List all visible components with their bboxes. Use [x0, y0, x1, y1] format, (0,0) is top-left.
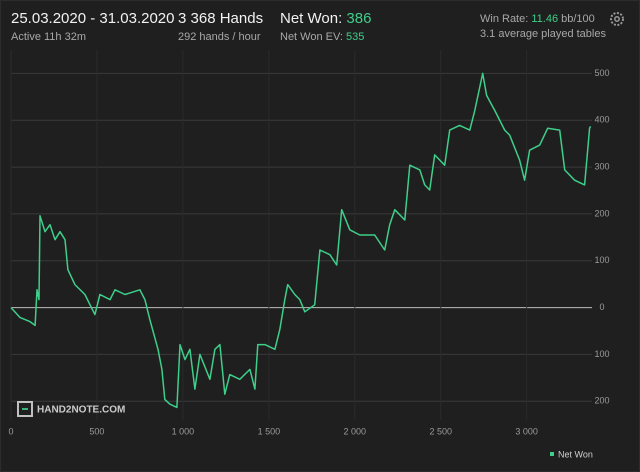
x-tick-label: 500	[89, 426, 104, 436]
y-tick-label: 100	[594, 349, 609, 359]
y-tick-label: 300	[594, 161, 609, 171]
watermark: HAND2NOTE.COM	[17, 401, 125, 417]
watermark-icon	[17, 401, 33, 417]
x-tick-label: 2 000	[344, 426, 367, 436]
net-won-label: Net Won:	[280, 10, 342, 27]
active-time: Active 11h 32m	[11, 31, 86, 43]
y-tick-label: 200	[594, 396, 609, 406]
settings-icon[interactable]	[610, 12, 624, 26]
x-tick-label: 0	[8, 426, 13, 436]
watermark-text: HAND2NOTE.COM	[37, 405, 125, 416]
gear-inner[interactable]	[614, 16, 620, 22]
win-rate-label: Win Rate:	[480, 13, 528, 25]
win-rate-value: 11.46	[531, 13, 558, 25]
legend-swatch	[550, 452, 554, 456]
y-tick-label: 200	[594, 208, 609, 218]
net-won-ev-label: Net Won EV:	[280, 31, 343, 43]
net-won-ev: Net Won EV: 535	[280, 31, 364, 43]
date-range: 25.03.2020 - 31.03.2020	[11, 10, 174, 27]
gear-outer[interactable]	[610, 12, 624, 26]
hands: 3 368 Hands	[178, 10, 263, 27]
x-tick-label: 1 500	[258, 426, 281, 436]
net-won-value: 386	[346, 10, 371, 27]
line	[10, 72, 592, 409]
net-won-ev-value: 535	[346, 31, 364, 43]
y-tick-label: 100	[594, 255, 609, 265]
legend-label: Net Won	[558, 449, 593, 459]
y-tick-label: 0	[599, 302, 604, 312]
win-rate-unit: bb/100	[561, 13, 595, 25]
tables: 3.1 average played tables	[480, 28, 606, 40]
watermark-icon-bar	[22, 408, 28, 410]
win-rate: Win Rate: 11.46 bb/100	[480, 13, 595, 25]
y-tick-label: 500	[594, 68, 609, 78]
hands-per-hour: 292 hands / hour	[178, 31, 261, 43]
net-won: Net Won: 386	[280, 10, 371, 27]
x-tick-label: 1 000	[172, 426, 195, 436]
y-tick-label: 400	[594, 115, 609, 125]
x-tick-label: 3 000	[515, 426, 538, 436]
x-tick-label: 2 500	[429, 426, 452, 436]
